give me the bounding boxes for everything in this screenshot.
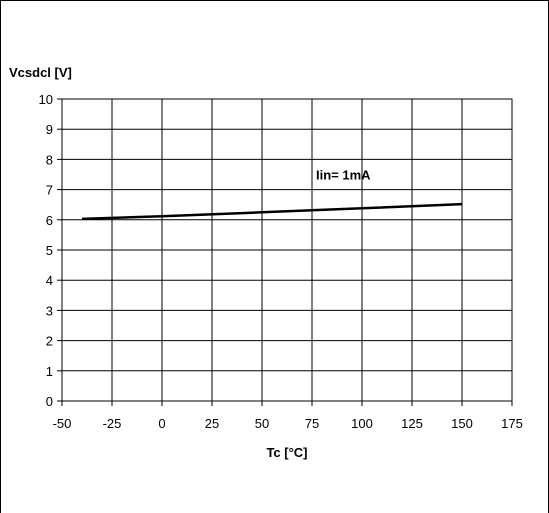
x-tick-label: 0 [158, 416, 165, 431]
y-tick-label: 8 [46, 152, 53, 167]
grid-lines [62, 99, 512, 401]
y-tick-labels: 0 1 2 3 4 5 6 7 8 9 10 [39, 92, 53, 409]
annotation-label: Iin= 1mA [316, 168, 371, 183]
y-axis-label: Vcsdcl [V] [9, 65, 72, 80]
x-tick-label: 150 [451, 416, 473, 431]
x-tick-label: 75 [305, 416, 319, 431]
series-line [81, 202, 463, 221]
y-tick-label: 1 [46, 364, 53, 379]
y-tick-label: 6 [46, 213, 53, 228]
y-tick-label: 3 [46, 303, 53, 318]
series-group [81, 202, 463, 221]
y-tick-label: 9 [46, 122, 53, 137]
x-tick-labels: -50 -25 0 25 50 75 100 125 150 175 [53, 416, 523, 431]
x-tick-label: 50 [255, 416, 269, 431]
x-tick-label: 25 [205, 416, 219, 431]
x-tick-label: 125 [401, 416, 423, 431]
x-tick-label: -50 [53, 416, 72, 431]
y-tick-label: 5 [46, 243, 53, 258]
annotations: Iin= 1mA [316, 168, 371, 183]
y-tick-label: 10 [39, 92, 53, 107]
axis-ticks [57, 98, 513, 406]
x-tick-label: 100 [351, 416, 373, 431]
y-tick-label: 4 [46, 273, 53, 288]
x-tick-label: 175 [501, 416, 523, 431]
x-axis-label: Tc [°C] [266, 445, 307, 460]
y-tick-label: 2 [46, 334, 53, 349]
y-tick-label: 7 [46, 183, 53, 198]
y-tick-label: 0 [46, 394, 53, 409]
x-tick-label: -25 [103, 416, 122, 431]
